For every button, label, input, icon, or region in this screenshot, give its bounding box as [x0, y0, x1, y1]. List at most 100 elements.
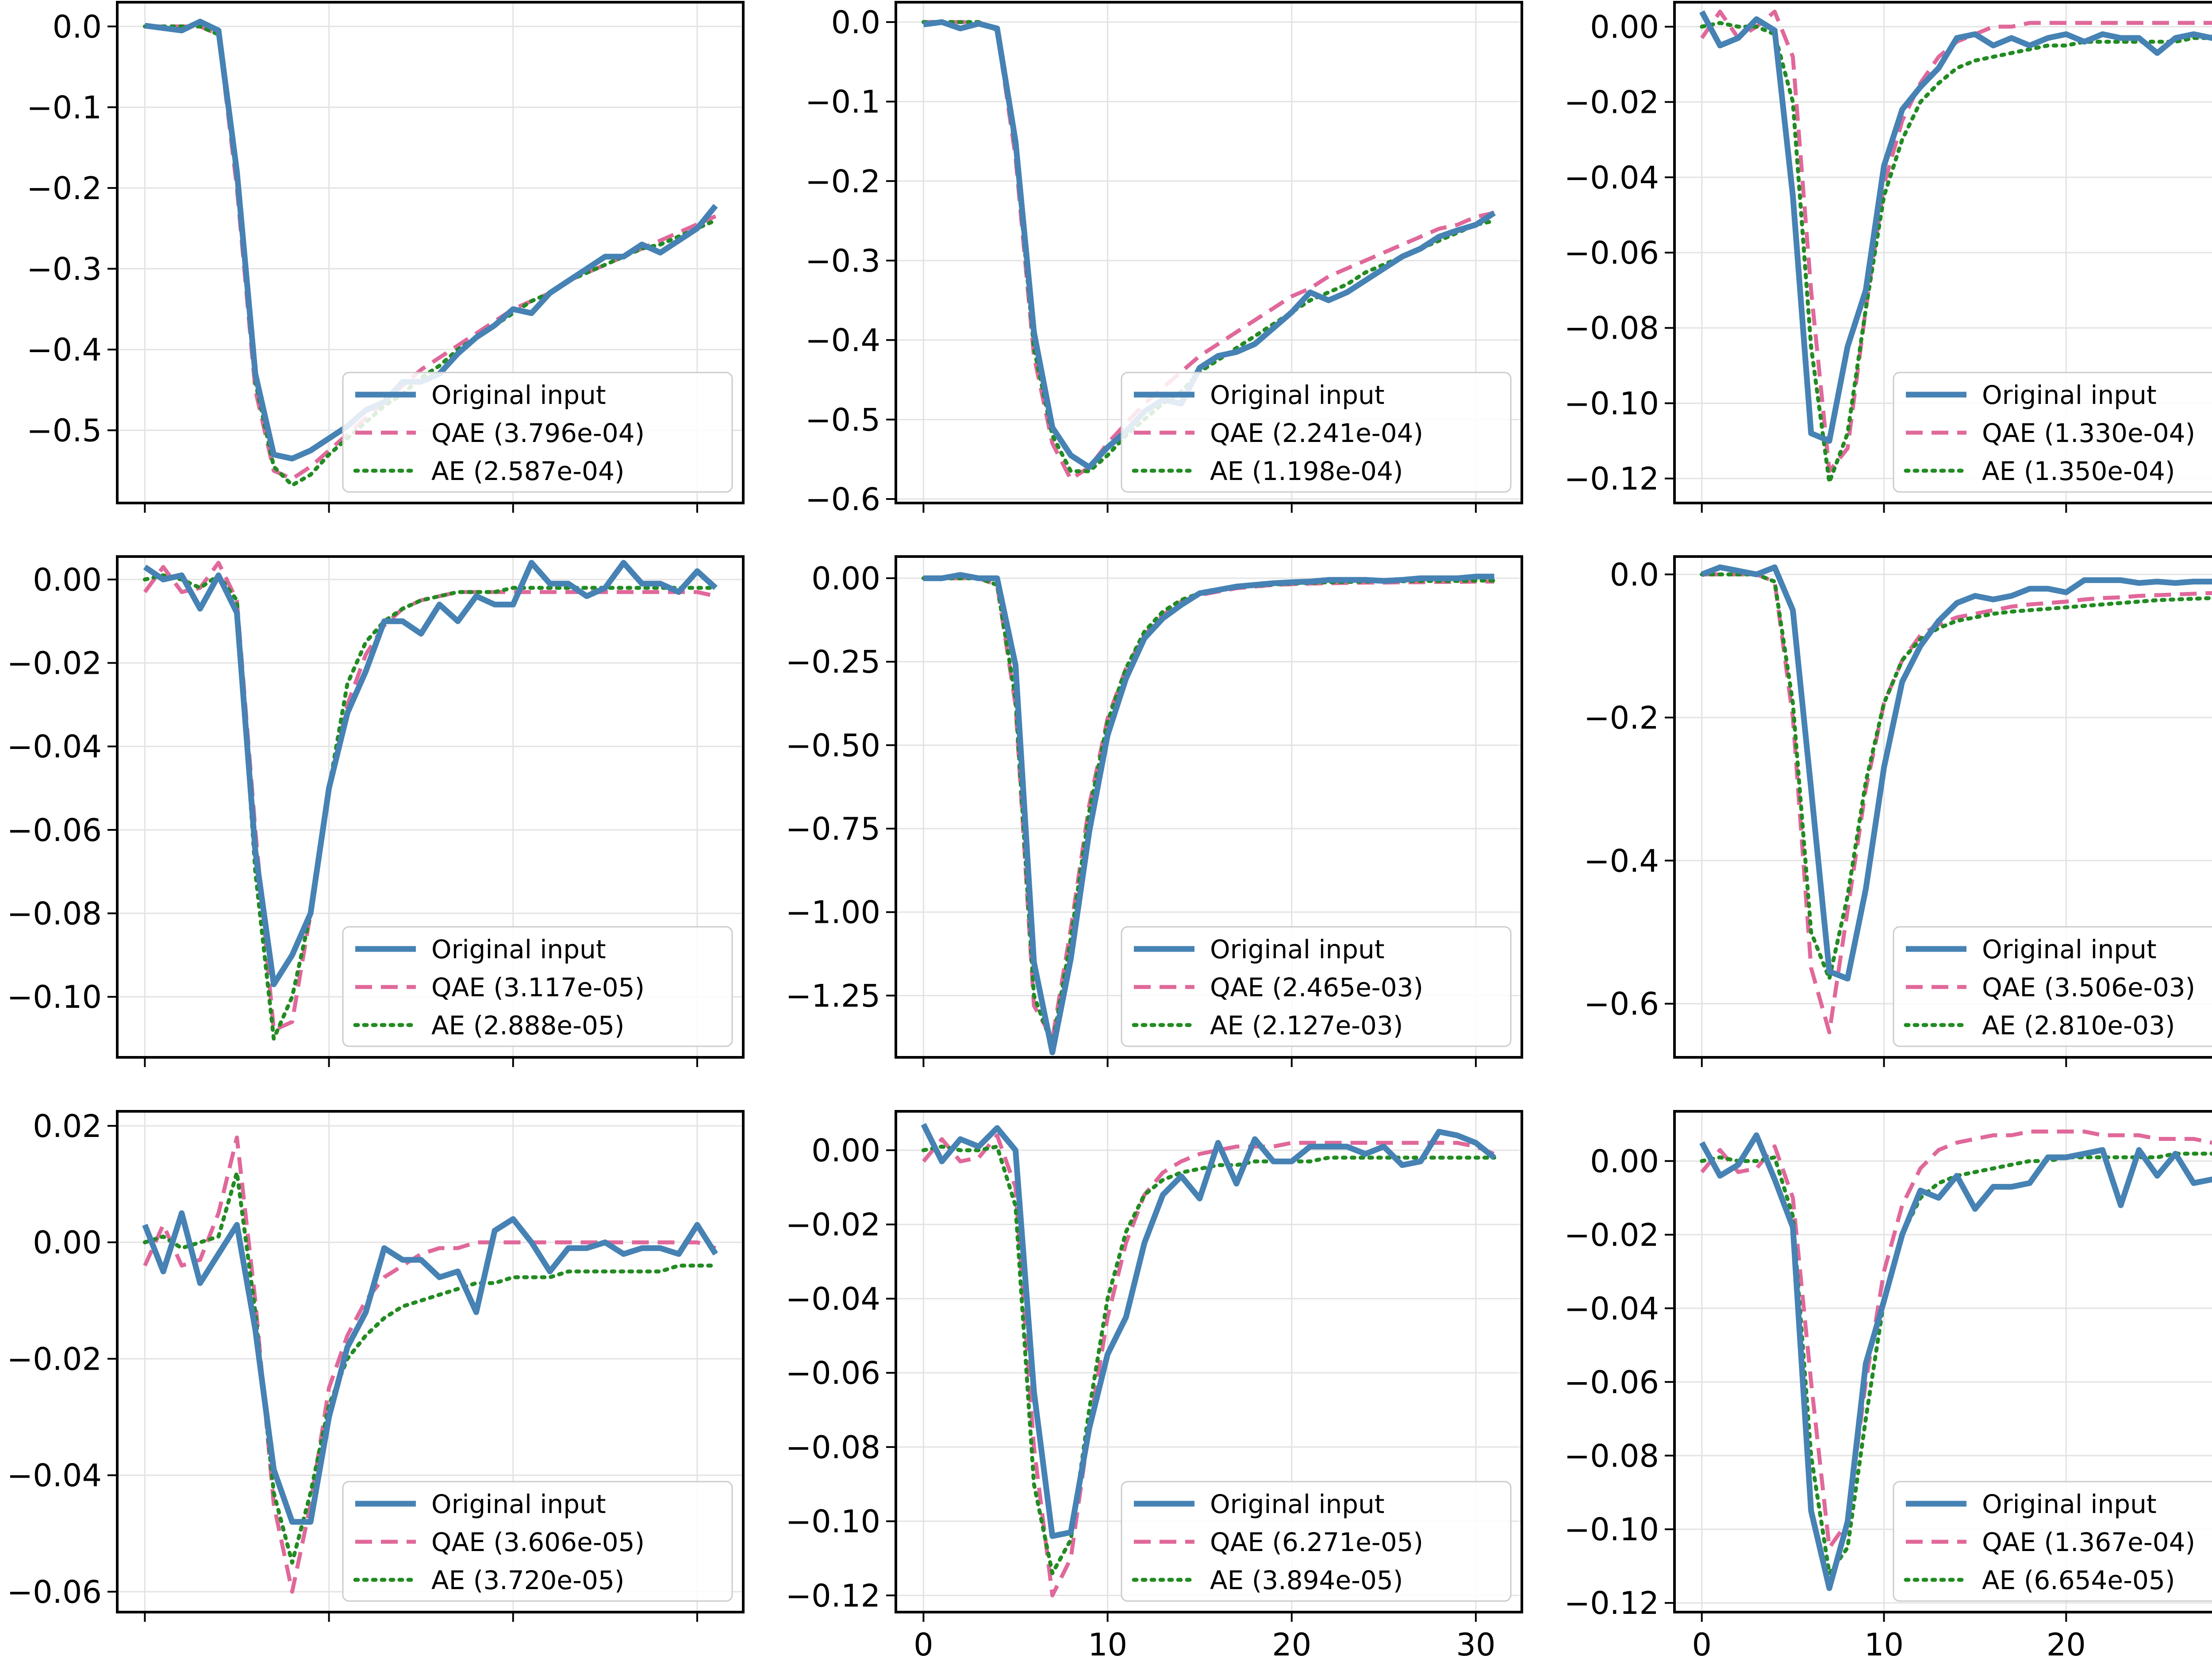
y-tick-label: −0.02	[1564, 84, 1659, 121]
y-tick-label: −0.08	[1564, 310, 1659, 346]
y-tick-label: 0.0	[1610, 557, 1659, 593]
series-line-qae	[922, 1133, 1495, 1598]
legend-box	[1893, 926, 2212, 1047]
subplot-9: 01020300.00−0.02−0.04−0.06−0.08−0.10−0.1…	[1564, 1110, 2212, 1659]
y-tick-label: −0.2	[805, 163, 880, 200]
y-tick-label: −0.04	[785, 1281, 880, 1317]
legend-label: QAE (1.330e-04)	[1982, 418, 2195, 448]
legend-box	[342, 372, 733, 493]
series-line-original	[923, 19, 1496, 470]
y-tick-label: −0.12	[1564, 1585, 1659, 1621]
y-tick-label: 0.00	[33, 562, 102, 598]
legend-box	[1893, 1481, 2212, 1602]
subplot-8: 0 10 20 30 0.00 −0.02 −0.04 −0.06 −0.08 −0.10 −0.1…	[785, 1110, 1523, 1659]
series-line-original	[1701, 564, 2212, 982]
y-tick-label: −0.5	[805, 402, 880, 438]
legend-label: AE (2.127e-03)	[1210, 1010, 1403, 1041]
series-line-ae	[921, 1144, 1497, 1575]
y-tick-label: −0.04	[1564, 160, 1659, 196]
axes-frame	[895, 1, 1523, 504]
x-tick-label: 10	[1088, 1627, 1127, 1659]
legend-label: QAE (3.796e-04)	[431, 418, 645, 448]
series-line-ae	[1700, 572, 2212, 981]
y-tick-label: −0.06	[1564, 235, 1659, 271]
legend-label: Original input	[1210, 380, 1385, 410]
axes-frame	[1673, 555, 2212, 1059]
legend-label: AE (3.894e-05)	[1210, 1565, 1403, 1595]
legend-label: QAE (3.506e-03)	[1982, 972, 2195, 1002]
legend-label: Original input	[431, 934, 606, 964]
legend-label: QAE (6.271e-05)	[1210, 1527, 1423, 1557]
axes-frame	[116, 555, 745, 1059]
axes-frame	[116, 1110, 745, 1613]
y-tick-label: −0.10	[1564, 385, 1659, 422]
y-tick-label: −0.10	[785, 1504, 880, 1540]
series-line-original	[923, 572, 1494, 1056]
y-tick-label: −0.08	[7, 896, 102, 932]
y-tick-label: 0.00	[33, 1225, 102, 1261]
y-tick-label: −0.6	[805, 481, 880, 518]
series-line-ae	[142, 573, 718, 1041]
legend-box	[342, 926, 733, 1047]
y-tick-label: −0.6	[1584, 986, 1659, 1022]
x-tick-label: 0	[914, 1627, 933, 1659]
legend-box	[1893, 372, 2212, 493]
y-tick-label: −0.2	[1584, 700, 1659, 736]
series-line-original	[921, 1123, 1496, 1539]
legend-label: Original input	[1982, 1489, 2157, 1519]
y-tick-label: 0.00	[1590, 9, 1659, 45]
series-line-qae	[1700, 9, 2212, 473]
series-line-qae	[1700, 1129, 2212, 1550]
legend-label: Original input	[1210, 1489, 1385, 1519]
y-tick-label: −1.25	[785, 978, 880, 1014]
series-line-qae	[1701, 572, 2212, 1034]
y-tick-label: −0.4	[805, 323, 880, 359]
x-tick-label: 20	[2047, 1627, 2086, 1659]
legend-label: AE (6.654e-05)	[1982, 1565, 2175, 1595]
y-tick-label: −0.10	[1564, 1512, 1659, 1548]
x-tick-label: 30	[1456, 1627, 1495, 1659]
legend-label: Original input	[1982, 934, 2157, 964]
legend-label: QAE (3.606e-05)	[431, 1527, 645, 1557]
y-tick-label: −0.25	[785, 644, 880, 680]
y-tick-label: −0.2	[27, 170, 102, 207]
subplot-4: 0.00 −0.02 −0.04 −0.06 −0.08 −0.10 Original in…	[7, 555, 745, 1067]
y-tick-label: −0.02	[7, 645, 102, 682]
legend-label: QAE (2.241e-04)	[1210, 418, 1423, 448]
y-tick-label: −0.02	[7, 1341, 102, 1377]
y-tick-label: −0.04	[1564, 1290, 1659, 1327]
legend-label: AE (3.720e-05)	[431, 1565, 624, 1595]
legend-label: Original input	[1210, 934, 1385, 964]
y-tick-label: −0.10	[7, 979, 102, 1015]
y-tick-label: −0.1	[805, 84, 880, 120]
x-tick-label: 10	[1864, 1627, 1904, 1659]
y-tick-label: −0.02	[1564, 1217, 1659, 1253]
series-line-original	[1699, 10, 2212, 444]
y-tick-label: 0.00	[1590, 1143, 1659, 1179]
y-tick-label: −0.06	[7, 1574, 102, 1610]
y-tick-label: 0.00	[811, 561, 880, 597]
subplot-6: 0.0 −0.2 −0.4 −0.6 Original input QAE (3.506e…	[1584, 555, 2212, 1067]
y-tick-label: −0.08	[1564, 1438, 1659, 1474]
y-tick-label: −0.04	[7, 1458, 102, 1494]
legend-label: QAE (3.117e-05)	[431, 972, 645, 1002]
y-tick-label: 0.00	[811, 1133, 880, 1169]
series-line-qae	[143, 1135, 716, 1594]
legend-label: AE (2.888e-05)	[431, 1010, 624, 1041]
legend-label: AE (1.198e-04)	[1210, 456, 1403, 486]
y-tick-label: −1.00	[785, 895, 880, 931]
y-tick-label: −0.08	[785, 1429, 880, 1466]
y-tick-label: −0.4	[1584, 843, 1659, 879]
subplot-5: 0.00 −0.25 −0.50 −0.75 −1.00 −1.25 Original in…	[785, 555, 1523, 1067]
legend-label: Original input	[431, 380, 606, 410]
axes-frame	[1673, 1110, 2212, 1613]
series-line-original	[142, 1210, 718, 1525]
x-tick-label: 0	[1692, 1627, 1712, 1659]
y-tick-label: 0.0	[53, 9, 102, 45]
y-tick-label: −0.5	[27, 413, 102, 449]
axes-frame	[895, 1110, 1523, 1613]
y-tick-label: −0.06	[785, 1355, 880, 1391]
subplot-3: 0.00 −0.02 −0.04 −0.06 −0.08 −0.10 −0.12 Origin…	[1564, 1, 2212, 513]
y-tick-label: −0.3	[27, 251, 102, 288]
